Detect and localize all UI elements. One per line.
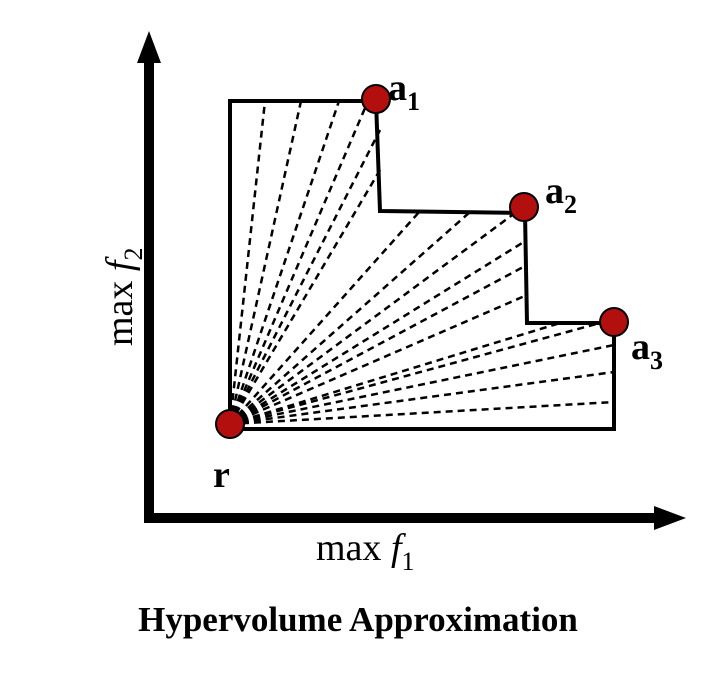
dashed-ray bbox=[228, 100, 370, 425]
dashed-ray bbox=[228, 169, 382, 425]
dashed-ray bbox=[228, 129, 382, 425]
pareto-point-a3 bbox=[599, 307, 629, 337]
dashed-ray bbox=[228, 100, 303, 425]
pareto-point-a1 bbox=[361, 84, 391, 114]
points bbox=[215, 84, 629, 439]
dashed-ray bbox=[229, 263, 528, 426]
label-a3: a3 bbox=[631, 326, 663, 375]
label-a1: a1 bbox=[388, 67, 420, 116]
dashed-ray bbox=[229, 210, 421, 425]
dashed-ray bbox=[229, 343, 615, 426]
dashed-ray bbox=[229, 321, 601, 426]
dashed-ray bbox=[229, 321, 561, 426]
figure-title: Hypervolume Approximation bbox=[138, 600, 578, 639]
point-labels: a1 a2 a3 r bbox=[213, 67, 663, 496]
x-axis-arrowhead bbox=[654, 506, 686, 530]
axes bbox=[137, 31, 686, 530]
label-a2: a2 bbox=[545, 170, 577, 219]
dashed-ray bbox=[229, 370, 615, 426]
y-axis-arrowhead bbox=[137, 31, 161, 63]
pareto-point-a2 bbox=[509, 192, 539, 222]
y-axis-label: max f2 bbox=[99, 248, 148, 347]
dashed-ray bbox=[229, 400, 615, 426]
dashed-ray bbox=[228, 100, 267, 425]
reference-point bbox=[215, 409, 245, 439]
dashed-ray bbox=[228, 100, 341, 425]
dashed-ray bbox=[229, 211, 471, 425]
label-r: r bbox=[213, 454, 230, 496]
x-axis-label: max f1 bbox=[316, 527, 415, 576]
dashed-ray bbox=[229, 238, 528, 426]
dashed-ray bbox=[229, 293, 528, 426]
approximation-rays bbox=[228, 100, 615, 426]
